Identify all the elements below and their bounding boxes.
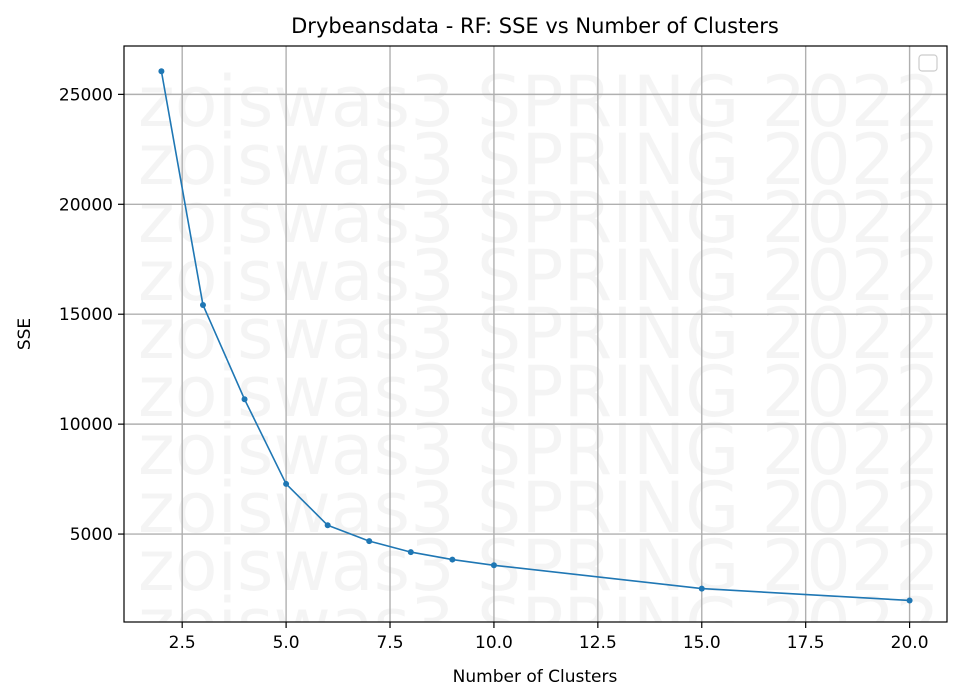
x-tick-label: 7.5 bbox=[376, 633, 403, 653]
axis-ticks: 2.5 5.0 7.5 10.0 12.5 15.0 17.5 20.0 5000 10000 15… bbox=[59, 85, 929, 653]
sse-data-point bbox=[407, 549, 414, 556]
plot-frame bbox=[123, 45, 948, 623]
y-tick-label: 10000 bbox=[59, 415, 113, 435]
x-tick-label: 20.0 bbox=[891, 633, 929, 653]
x-tick-label: 17.5 bbox=[787, 633, 825, 653]
x-tick-label: 12.5 bbox=[579, 633, 617, 653]
chart-title: Drybeansdata - RF: SSE vs Number of Clus… bbox=[291, 14, 779, 38]
sse-data-point bbox=[199, 301, 206, 308]
y-tick-label: 20000 bbox=[59, 195, 113, 215]
legend-box bbox=[918, 54, 938, 72]
y-tick-label: 15000 bbox=[59, 305, 113, 325]
sse-data-point bbox=[158, 68, 165, 75]
sse-data-point bbox=[366, 538, 373, 545]
y-axis-label: SSE bbox=[15, 318, 35, 350]
x-tick-label: 15.0 bbox=[683, 633, 721, 653]
y-tick-label: 5000 bbox=[70, 525, 113, 545]
x-tick-label: 2.5 bbox=[169, 633, 196, 653]
sse-data-point bbox=[698, 585, 705, 592]
series-layer bbox=[158, 68, 913, 604]
sse-data-point bbox=[490, 562, 497, 569]
sse-data-point bbox=[283, 480, 290, 487]
sse-data-point bbox=[906, 597, 913, 604]
sse-data-point bbox=[449, 556, 456, 563]
sse-data-point bbox=[324, 522, 331, 529]
sse-data-point bbox=[241, 396, 248, 403]
x-axis-label: Number of Clusters bbox=[453, 667, 618, 687]
grid bbox=[124, 46, 947, 622]
x-tick-label: 5.0 bbox=[273, 633, 300, 653]
x-tick-label: 10.0 bbox=[475, 633, 513, 653]
y-tick-label: 25000 bbox=[59, 85, 113, 105]
